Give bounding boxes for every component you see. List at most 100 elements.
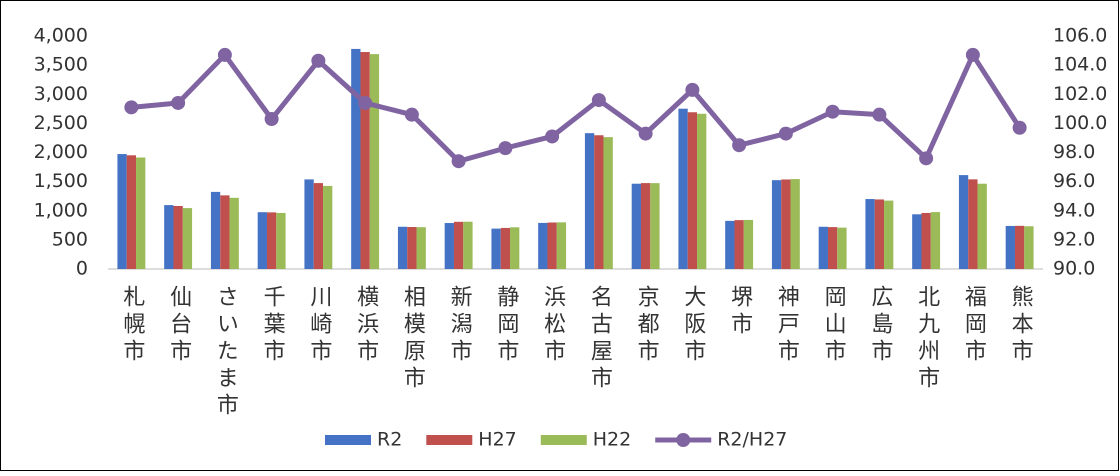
y2-tick-label: 106.0 (1053, 25, 1107, 47)
bar (323, 185, 333, 269)
line-marker (498, 141, 513, 156)
bar (276, 212, 286, 269)
bar (743, 219, 754, 269)
x-tick-label: 堺市 (727, 285, 753, 339)
y2-tick-label: 96.0 (1053, 170, 1095, 192)
x-tick-label: 名古屋市 (587, 285, 613, 393)
x-tick-label: 横浜市 (353, 285, 379, 366)
y2-tick-label: 92.0 (1053, 228, 1095, 250)
bar (818, 226, 828, 269)
line-marker (264, 112, 279, 127)
bar (257, 212, 267, 269)
bar (266, 212, 277, 269)
line-marker (545, 129, 560, 144)
bar (697, 113, 707, 269)
x-tick-label: 千葉市 (260, 285, 286, 366)
x-tick-label: 静岡市 (493, 285, 519, 366)
bar (182, 208, 193, 269)
bar (173, 205, 183, 269)
x-tick-label: 岡山市 (821, 285, 846, 366)
legend-label: R2 (377, 429, 402, 451)
bar (865, 199, 875, 269)
line-marker (872, 107, 887, 122)
bar (912, 214, 922, 269)
bar (1014, 225, 1025, 269)
bar (416, 227, 426, 269)
line-marker (311, 53, 326, 68)
legend-swatch (540, 435, 587, 445)
bar (930, 212, 941, 269)
bar (510, 227, 520, 269)
legend-label: R2/H27 (717, 429, 787, 451)
x-tick-label: 川崎市 (306, 285, 332, 366)
legend-label: H22 (593, 429, 631, 451)
bar (397, 226, 408, 269)
bar (407, 227, 417, 269)
x-tick-label: 札幌市 (119, 285, 145, 366)
line-marker (404, 107, 419, 122)
line-marker (638, 126, 653, 141)
bar (958, 175, 969, 269)
bar (491, 228, 501, 269)
y-tick-label: 1,000 (34, 199, 88, 221)
bar (136, 157, 146, 269)
bar (650, 183, 660, 269)
x-tick-label: 熊本市 (1008, 285, 1034, 366)
bar (360, 52, 370, 269)
bar (313, 183, 324, 269)
bar (837, 227, 847, 269)
line-marker (778, 126, 793, 141)
x-tick-label: 大阪市 (680, 285, 706, 366)
bar (771, 180, 782, 269)
y2-tick-label: 102.0 (1053, 83, 1107, 105)
bar (781, 179, 791, 269)
bar (304, 179, 314, 269)
bar (968, 179, 978, 269)
line-marker (591, 93, 606, 108)
line-marker (1012, 120, 1027, 135)
y2-tick-label: 98.0 (1053, 141, 1095, 163)
bar (594, 135, 604, 269)
y2-tick-label: 90.0 (1053, 258, 1095, 280)
bar (790, 179, 800, 269)
bar (210, 191, 221, 269)
y-tick-label: 0 (76, 258, 88, 280)
bar (874, 199, 885, 269)
y2-tick-label: 94.0 (1053, 199, 1095, 221)
y-tick-label: 3,500 (34, 54, 88, 76)
bar (538, 222, 548, 269)
bar (687, 112, 698, 269)
bar (444, 223, 454, 269)
y-tick-label: 500 (52, 228, 88, 250)
x-tick-label: さいたま市 (213, 285, 238, 420)
bar (117, 154, 127, 269)
y2-tick-label: 104.0 (1053, 54, 1107, 76)
bar (603, 137, 613, 269)
bar (827, 227, 838, 269)
bar (164, 205, 174, 269)
y-tick-label: 2,000 (34, 141, 88, 163)
line-marker (217, 47, 232, 62)
x-tick-label: 新潟市 (447, 285, 473, 366)
bar (556, 222, 567, 269)
bar (734, 220, 744, 269)
y-tick-label: 1,500 (34, 170, 88, 192)
line-marker (919, 151, 934, 166)
x-tick-label: 神戸市 (774, 285, 800, 366)
bar (884, 200, 894, 269)
x-tick-label: 北九州市 (914, 285, 940, 393)
legend-marker (676, 433, 691, 447)
bar (725, 220, 735, 269)
bar (463, 221, 473, 269)
line-marker (171, 95, 186, 110)
y-tick-label: 3,000 (34, 83, 88, 105)
line-marker (124, 100, 139, 115)
bar (640, 183, 651, 269)
bar (453, 221, 464, 269)
bar (229, 197, 239, 269)
bar (631, 183, 641, 269)
line-marker (732, 138, 747, 153)
y2-tick-label: 100.0 (1053, 112, 1107, 134)
bar (584, 133, 595, 269)
